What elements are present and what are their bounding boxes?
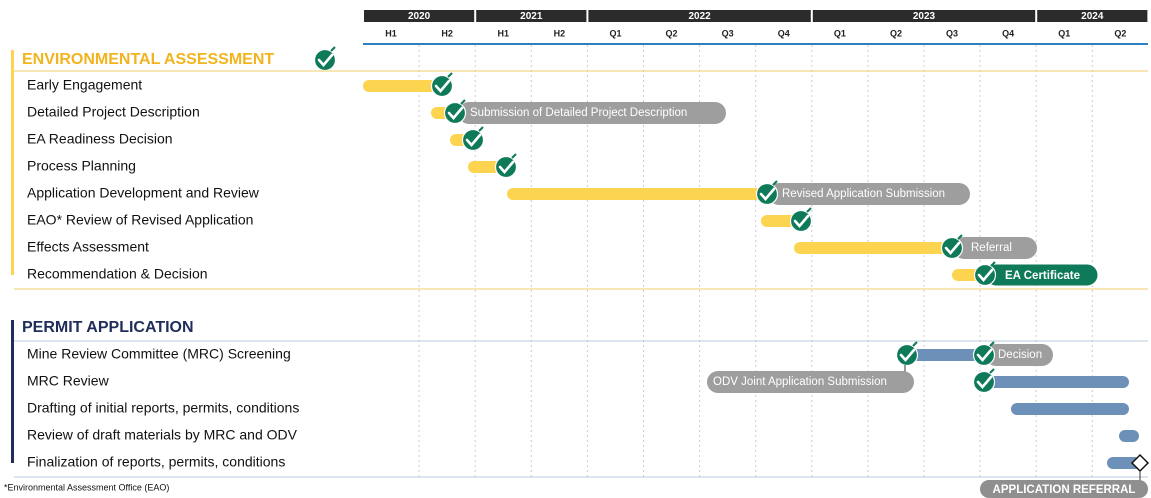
task-label: Drafting of initial reports, permits, co… (27, 400, 299, 416)
check-icon (461, 125, 485, 152)
check-icon (755, 179, 779, 206)
task-label: Review of draft materials by MRC and ODV (27, 427, 298, 443)
milestone-label: Decision (998, 349, 1042, 361)
milestone-pill (458, 102, 726, 124)
milestone-label: Referral (971, 242, 1012, 254)
check-icon (443, 98, 467, 125)
milestone-label: Revised Application Submission (782, 188, 945, 200)
period-label: H2 (441, 28, 453, 38)
year-label: 2024 (1081, 11, 1104, 22)
check-icon (973, 260, 997, 287)
milestone-pill (953, 237, 1037, 259)
period-label: Q2 (1114, 28, 1126, 38)
task-bar (363, 80, 441, 92)
year-label: 2021 (520, 11, 543, 22)
task-bar (794, 242, 952, 254)
task-bar (1011, 403, 1129, 415)
task-bar (761, 215, 800, 227)
period-label: Q4 (1002, 28, 1014, 38)
task-label: Application Development and Review (27, 185, 260, 201)
task-label: EA Readiness Decision (27, 131, 173, 147)
period-label: H2 (554, 28, 566, 38)
period-label: H1 (385, 28, 397, 38)
year-header (476, 10, 587, 22)
section-title: PERMIT APPLICATION (22, 319, 194, 336)
task-bar (1107, 457, 1141, 469)
period-label: H1 (497, 28, 509, 38)
period-label: Q3 (946, 28, 958, 38)
task-label: Early Engagement (27, 77, 142, 93)
milestone-label: ODV Joint Application Submission (713, 376, 887, 388)
milestone-label: APPLICATION REFERRAL (993, 484, 1136, 496)
task-bar (984, 376, 1129, 388)
period-label: Q1 (834, 28, 846, 38)
task-bar (507, 188, 766, 200)
year-header (812, 10, 1036, 22)
task-label: Process Planning (27, 158, 136, 174)
period-label: Q2 (890, 28, 902, 38)
year-label: 2023 (913, 11, 936, 22)
task-label: Effects Assessment (27, 239, 149, 255)
year-header (364, 10, 475, 22)
check-icon (313, 45, 337, 72)
task-label: EAO* Review of Revised Application (27, 212, 253, 228)
check-icon (895, 340, 919, 367)
period-label: Q1 (609, 28, 621, 38)
task-label: Mine Review Committee (MRC) Screening (27, 346, 291, 362)
period-label: Q2 (666, 28, 678, 38)
check-icon (789, 206, 813, 233)
task-bar (1119, 430, 1139, 442)
milestone-pill (707, 371, 914, 393)
check-icon (494, 152, 518, 179)
task-label: Finalization of reports, permits, condit… (27, 454, 285, 470)
year-label: 2022 (688, 11, 711, 22)
year-header (1037, 10, 1148, 22)
task-label: Recommendation & Decision (27, 266, 208, 282)
year-label: 2020 (408, 11, 431, 22)
section-marker (11, 50, 14, 275)
period-label: Q4 (778, 28, 790, 38)
milestone-label: EA Certificate (1005, 270, 1080, 282)
task-label: Detailed Project Description (27, 104, 200, 120)
section-marker (11, 320, 14, 463)
check-icon (972, 340, 996, 367)
period-label: Q1 (1058, 28, 1070, 38)
check-icon (972, 367, 996, 394)
milestone-pill (980, 480, 1148, 498)
period-label: Q3 (722, 28, 734, 38)
check-icon (430, 71, 454, 98)
task-bar (907, 349, 984, 361)
milestone-pill (768, 183, 970, 205)
section-title: ENVIRONMENTAL ASSESSMENT (22, 51, 274, 68)
milestone-pill (985, 344, 1053, 366)
footnote: *Environmental Assessment Office (EAO) (4, 482, 169, 492)
year-header (588, 10, 811, 22)
check-icon (940, 233, 964, 260)
task-label: MRC Review (27, 373, 110, 389)
milestone-label: Submission of Detailed Project Descripti… (470, 107, 687, 119)
